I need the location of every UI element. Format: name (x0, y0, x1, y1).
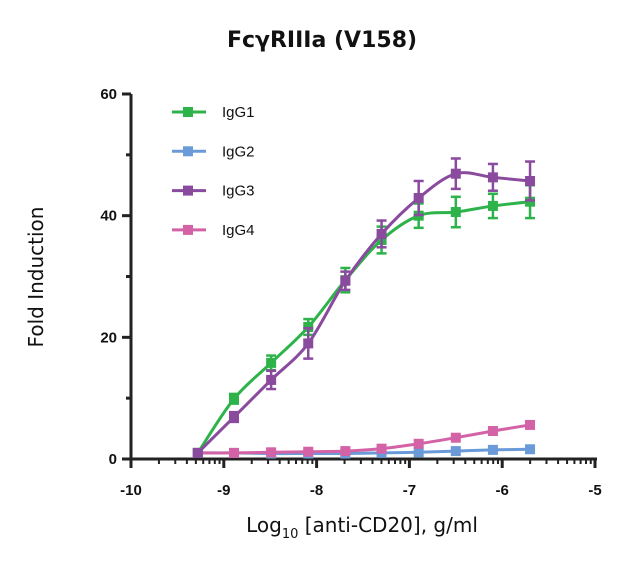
x-axis-label-rest: [anti-CD20], g/ml (298, 513, 478, 537)
series-line (196, 171, 531, 454)
legend-marker (183, 146, 193, 157)
curves (192, 157, 536, 459)
data-point (303, 446, 314, 457)
data-point (229, 447, 240, 458)
series-line (196, 200, 531, 454)
data-point (376, 443, 387, 454)
x-tick-label: -8 (310, 482, 323, 499)
data-point (303, 338, 314, 349)
data-point (413, 447, 424, 458)
axes: 0 20 40 60 -10 -9 -8 -7 -6 -5 (100, 86, 601, 499)
data-point (450, 207, 461, 218)
y-tick-label: 60 (100, 86, 117, 103)
data-point (450, 432, 461, 443)
legend-label: IgG1 (222, 104, 255, 121)
chart-title: FcγRIIIa (V158) (227, 28, 417, 53)
data-point (340, 446, 351, 457)
data-point (413, 438, 424, 449)
legend-item-igg3: IgG3 (172, 183, 255, 200)
x-tick-label: -6 (496, 482, 509, 499)
x-tick-label: -5 (588, 482, 601, 499)
data-point (487, 200, 498, 211)
data-point (487, 444, 498, 455)
data-point (487, 426, 498, 437)
data-point (525, 444, 536, 455)
legend: IgG1 IgG2 IgG3 IgG4 (172, 104, 255, 239)
series-igg3 (192, 157, 536, 458)
data-point (413, 193, 424, 204)
y-tick-label: 0 (109, 451, 117, 468)
data-point (266, 447, 277, 458)
x-tick-label: -7 (403, 482, 416, 499)
data-point (229, 412, 240, 423)
legend-marker (183, 107, 193, 117)
legend-label: IgG2 (222, 143, 255, 160)
data-point (450, 446, 461, 457)
data-point (229, 393, 240, 404)
legend-marker (183, 224, 193, 235)
y-tick-label: 20 (100, 329, 117, 346)
legend-label: IgG4 (222, 222, 255, 239)
x-tick-label: -10 (120, 482, 142, 499)
data-point (266, 374, 277, 385)
data-point (487, 172, 498, 183)
x-axis-label-sub: 10 (282, 527, 299, 542)
y-axis-label: Fold Induction (24, 207, 48, 348)
data-point (450, 168, 461, 179)
legend-marker (183, 185, 193, 196)
y-tick-label: 40 (100, 208, 117, 225)
data-point (192, 447, 203, 458)
legend-item-igg2: IgG2 (172, 143, 255, 160)
data-point (340, 275, 351, 286)
series-line (197, 423, 531, 455)
x-tick-label: -9 (217, 482, 230, 499)
legend-item-igg4: IgG4 (172, 222, 255, 239)
data-point (525, 419, 536, 430)
legend-label: IgG3 (222, 183, 255, 200)
legend-item-igg1: IgG1 (172, 104, 255, 121)
data-point (376, 228, 387, 239)
x-axis-label: Log10 [anti-CD20], g/ml (246, 513, 478, 542)
data-point (525, 175, 536, 186)
x-axis-label-main: Log (246, 513, 282, 537)
data-point (266, 357, 277, 368)
